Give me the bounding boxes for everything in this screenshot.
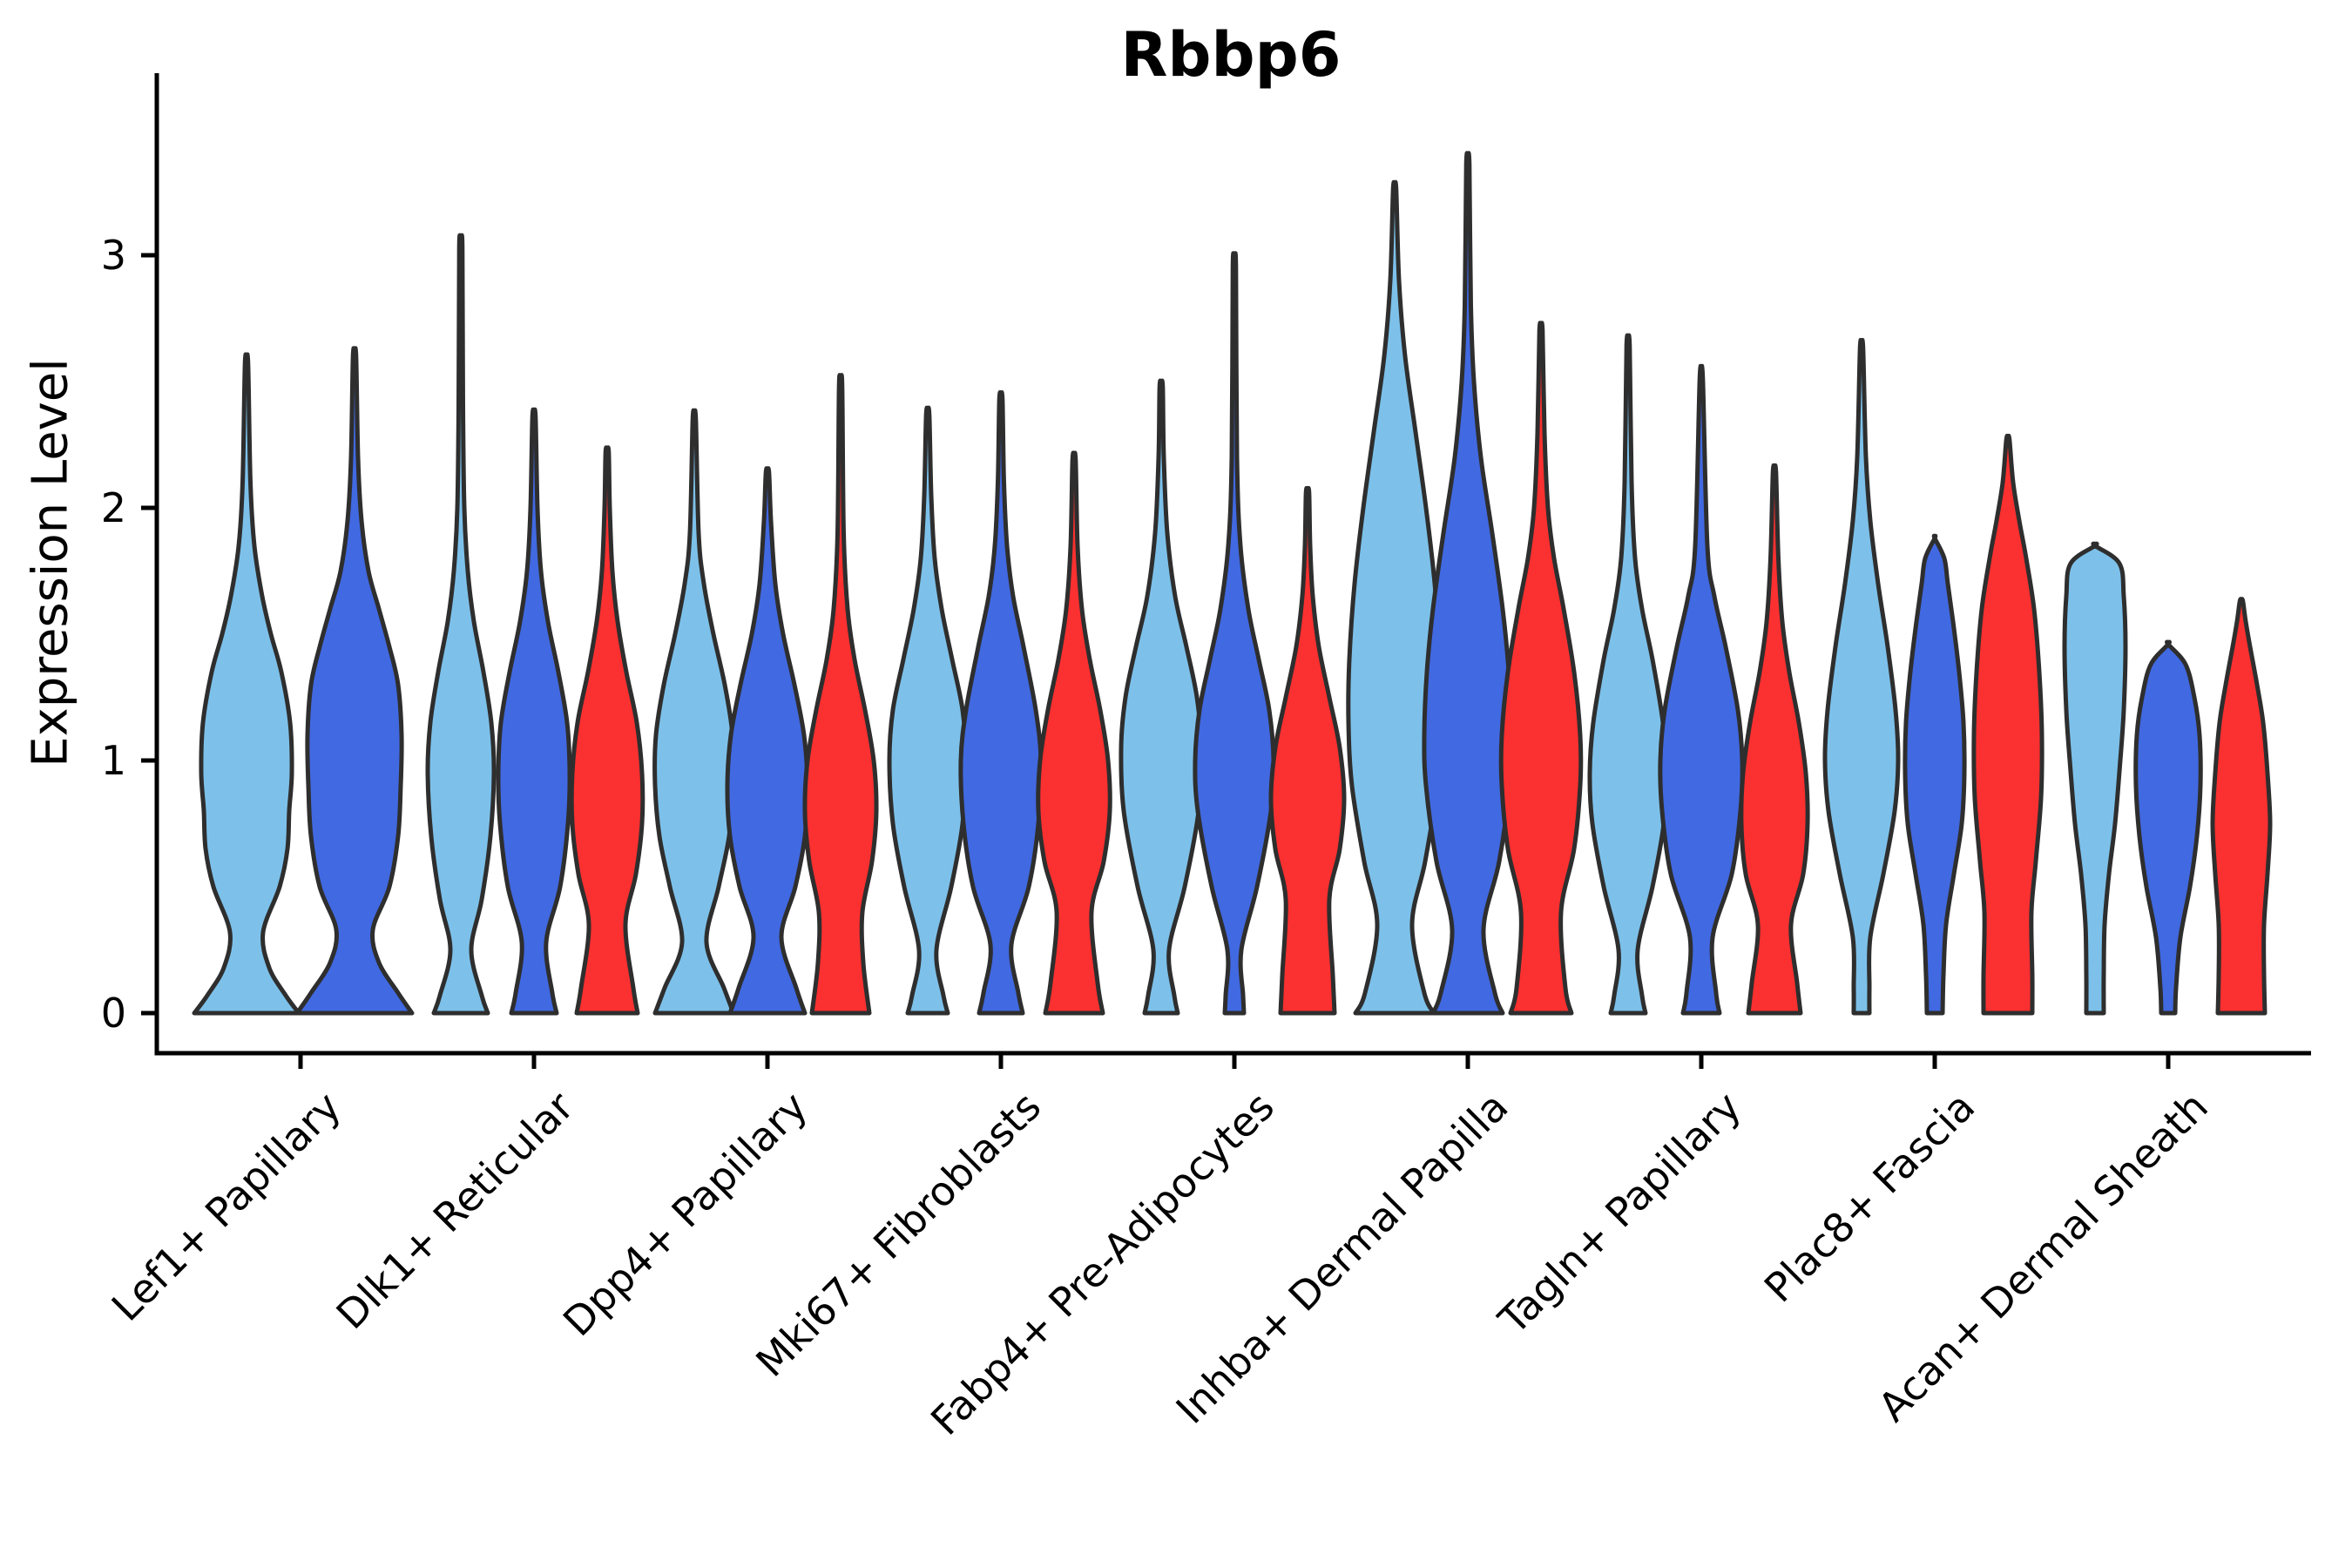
- y-tick-label-0: 0: [100, 990, 126, 1037]
- y-tick-label-3: 3: [100, 232, 126, 279]
- violin-light_blue-group-5: [1346, 179, 1443, 1016]
- violin-red-group-3: [1036, 450, 1112, 1016]
- violin-dark_blue-group-0: [294, 346, 415, 1016]
- violin-light_blue-group-3: [887, 405, 969, 1016]
- y-axis-label: Expression Level: [22, 358, 79, 767]
- y-tick-label-2: 2: [100, 484, 126, 531]
- violin-dark_blue-group-1: [496, 407, 572, 1016]
- violin-light_blue-group-8: [2062, 541, 2128, 1016]
- violin-dark_blue-group-6: [1658, 363, 1745, 1016]
- violin-light_blue-group-6: [1587, 333, 1669, 1016]
- violin-dark_blue-group-8: [2133, 639, 2203, 1016]
- violin-light_blue-group-1: [425, 233, 497, 1016]
- violin-red-group-8: [2210, 597, 2273, 1016]
- violin-red-group-7: [1971, 433, 2044, 1016]
- y-tick-label-1: 1: [100, 737, 126, 784]
- violin-light_blue-group-4: [1119, 378, 1204, 1016]
- violin-dark_blue-group-4: [1193, 251, 1276, 1016]
- violin-red-group-6: [1739, 463, 1810, 1016]
- violin-red-group-4: [1268, 485, 1347, 1016]
- violin-red-group-5: [1498, 321, 1584, 1016]
- violin-light_blue-group-2: [652, 408, 736, 1016]
- plot-title: Rbbp6: [1120, 19, 1342, 91]
- violin-dark_blue-group-3: [958, 390, 1044, 1016]
- violin-dark_blue-group-5: [1422, 151, 1514, 1016]
- violin-light_blue-group-0: [192, 352, 301, 1016]
- violin-dark_blue-group-2: [725, 466, 810, 1016]
- violin-light_blue-group-7: [1822, 337, 1901, 1016]
- violin-red-group-1: [569, 445, 645, 1016]
- violin-red-group-2: [802, 373, 879, 1016]
- violin-dark_blue-group-7: [1903, 533, 1967, 1016]
